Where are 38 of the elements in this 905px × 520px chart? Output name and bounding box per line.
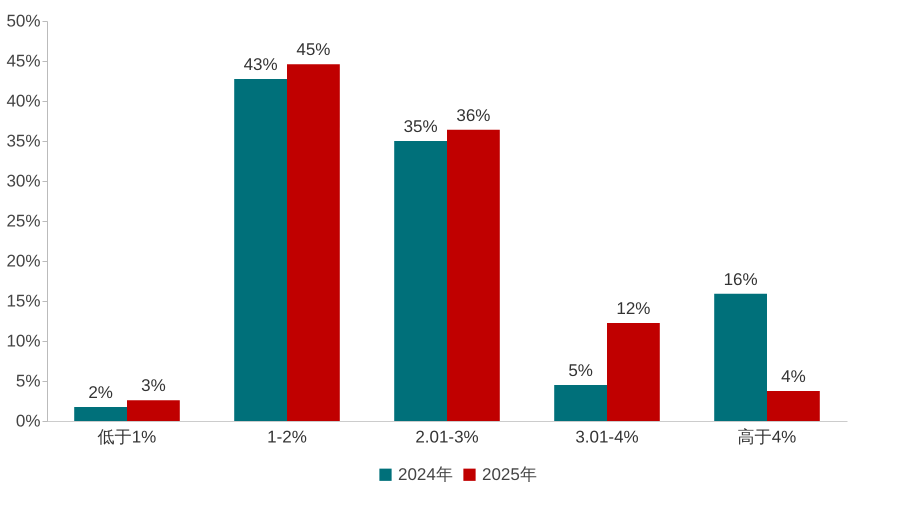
- y-tick-label: 20%: [6, 252, 40, 270]
- x-tick-label: 低于1%: [98, 428, 156, 446]
- data-label: 12%: [616, 299, 650, 318]
- legend-label: 2024年: [398, 464, 453, 484]
- x-tick-label: 高于4%: [738, 428, 796, 446]
- bar: [74, 407, 127, 421]
- data-label: 45%: [296, 40, 330, 60]
- y-tick-label: 45%: [6, 52, 40, 70]
- bar: [554, 385, 607, 421]
- data-label: 2%: [88, 383, 113, 402]
- x-tick-label: 3.01-4%: [575, 428, 639, 446]
- bar: [767, 391, 820, 421]
- y-tick-label: 25%: [6, 212, 40, 230]
- bar: [234, 79, 287, 421]
- data-label: 5%: [568, 361, 593, 380]
- data-label: 16%: [724, 270, 758, 289]
- data-label: 36%: [456, 106, 490, 125]
- y-tick-label: 40%: [6, 92, 40, 110]
- legend-label: 2025年: [482, 464, 537, 484]
- data-label: 43%: [244, 55, 278, 74]
- y-tick-label: 5%: [16, 372, 40, 390]
- y-tick-label: 35%: [6, 132, 40, 150]
- bar: [714, 294, 767, 421]
- x-tick-label: 2.01-3%: [415, 428, 479, 446]
- bar: [607, 323, 660, 421]
- data-label: 35%: [404, 117, 438, 136]
- y-tick-label: 0%: [16, 412, 40, 430]
- data-label: 4%: [781, 367, 806, 386]
- y-tick-label: 50%: [6, 12, 40, 30]
- x-tick-label: 1-2%: [267, 428, 307, 446]
- y-tick-label: 10%: [6, 332, 40, 350]
- y-tick-label: 30%: [6, 172, 40, 190]
- data-label: 3%: [141, 376, 166, 396]
- bar: [287, 64, 340, 421]
- bar: [447, 130, 500, 421]
- y-tick-label: 15%: [6, 292, 40, 310]
- bar: [127, 400, 180, 421]
- bar: [394, 141, 447, 421]
